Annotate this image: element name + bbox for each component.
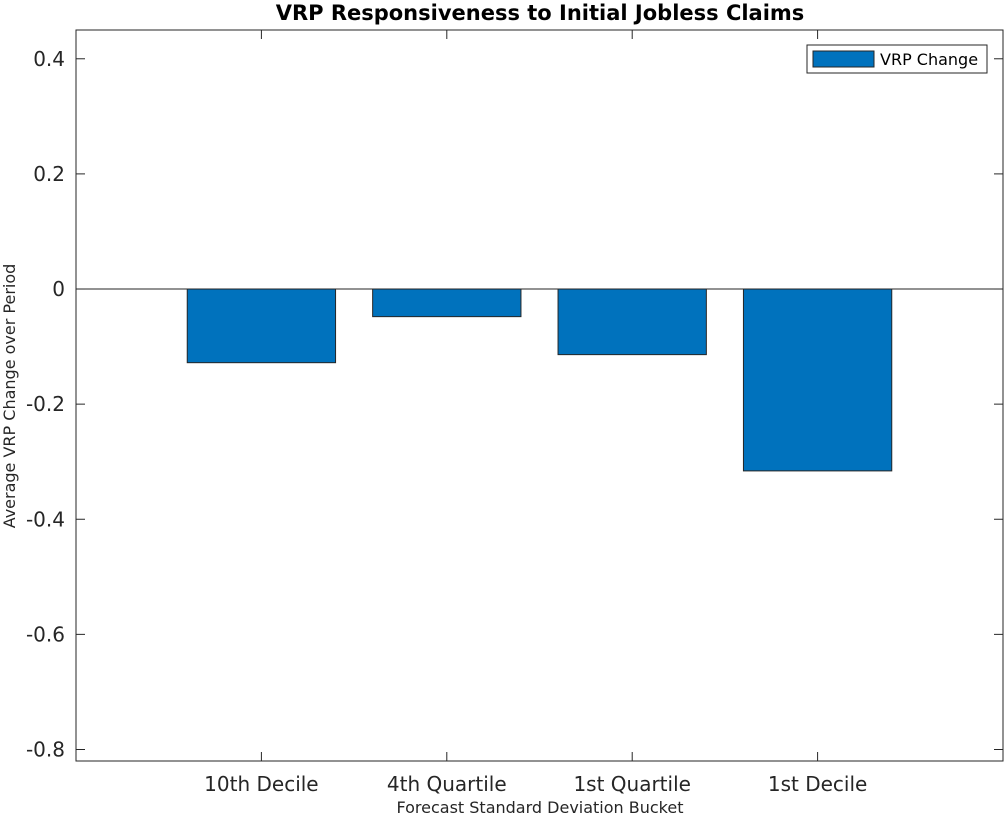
y-axis-ticks: 0.4 0.2 0 -0.2 -0.4 -0.6 -0.8 <box>26 47 1003 761</box>
bars <box>186 288 893 472</box>
y-tick-label: -0.2 <box>26 392 65 416</box>
bar <box>742 288 893 472</box>
legend: VRP Change <box>806 44 988 74</box>
y-tick-label: -0.6 <box>26 622 65 646</box>
x-tick-label: 4th Quartile <box>387 772 507 796</box>
chart-title: VRP Responsiveness to Initial Jobless Cl… <box>276 1 805 25</box>
x-tick-label: 1st Quartile <box>573 772 691 796</box>
legend-label: VRP Change <box>880 50 978 69</box>
bar <box>372 288 522 318</box>
y-axis-label: Average VRP Change over Period <box>0 264 19 529</box>
x-tick-label: 10th Decile <box>204 772 318 796</box>
y-tick-label: 0 <box>52 277 65 301</box>
y-tick-label: 0.4 <box>33 47 65 71</box>
y-tick-label: 0.2 <box>33 162 65 186</box>
x-axis-ticks: 10th Decile 4th Quartile 1st Quartile 1st D… <box>204 30 867 796</box>
bar <box>557 288 707 356</box>
y-tick-label: -0.8 <box>26 737 65 761</box>
x-axis-label: Forecast Standard Deviation Bucket <box>396 798 683 817</box>
legend-swatch <box>812 50 875 68</box>
x-tick-label: 1st Decile <box>768 772 867 796</box>
bar <box>186 288 337 364</box>
y-tick-label: -0.4 <box>26 507 65 531</box>
